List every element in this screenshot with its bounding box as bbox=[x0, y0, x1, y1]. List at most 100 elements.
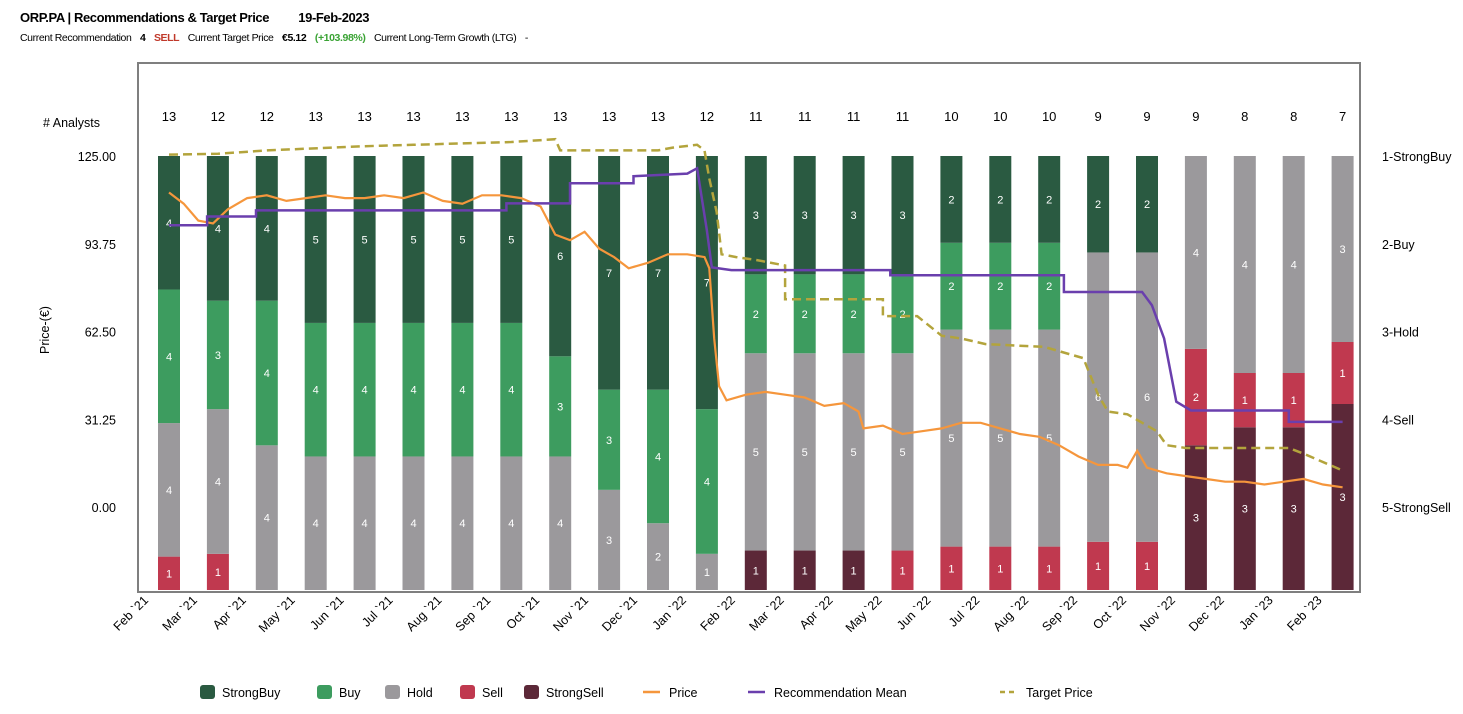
bar-segment-hold bbox=[1184, 156, 1207, 349]
bar-segment-strongsell bbox=[842, 550, 865, 590]
bar-value-label: 4 bbox=[362, 518, 368, 530]
analyst-count: 12 bbox=[700, 109, 714, 124]
legend-swatch bbox=[385, 685, 400, 699]
bar-segment-strongbuy bbox=[1087, 156, 1110, 253]
bar-value-label: 3 bbox=[1340, 492, 1346, 504]
bar-value-label: 2 bbox=[948, 194, 954, 206]
x-tick-label: Jun `22 bbox=[894, 593, 933, 632]
bar-segment-hold bbox=[1038, 329, 1061, 547]
chart-title: ORP.PA | Recommendations & Target Price … bbox=[20, 10, 369, 25]
x-tick-label: Oct `22 bbox=[1090, 593, 1129, 632]
rating-label: 5-StrongSell bbox=[1382, 501, 1451, 515]
x-tick-label: Mar `21 bbox=[160, 593, 200, 633]
bar-segment-sell bbox=[1038, 546, 1061, 590]
bar-segment-buy bbox=[842, 274, 865, 354]
x-tick-label: Oct `21 bbox=[503, 593, 542, 632]
bar-segment-buy bbox=[695, 409, 718, 554]
bar-segment-buy bbox=[1038, 242, 1061, 330]
bar-value-label: 1 bbox=[899, 565, 905, 577]
analyst-count: 13 bbox=[162, 109, 176, 124]
bar-segment-hold bbox=[744, 353, 767, 551]
bar-value-label: 2 bbox=[851, 309, 857, 321]
bar-value-label: 1 bbox=[704, 567, 710, 579]
bar-segment-strongbuy bbox=[793, 156, 816, 275]
bar-value-label: 1 bbox=[1046, 563, 1052, 575]
bar-segment-strongbuy bbox=[255, 156, 278, 301]
analyst-count: 13 bbox=[308, 109, 322, 124]
bar-value-label: 4 bbox=[264, 513, 270, 525]
analyst-count: 13 bbox=[357, 109, 371, 124]
bar-value-label: 1 bbox=[948, 563, 954, 575]
bar-value-label: 3 bbox=[1193, 513, 1199, 525]
x-tick-label: Jul `21 bbox=[359, 593, 395, 629]
bar-value-label: 3 bbox=[606, 535, 612, 547]
bar-segment-buy bbox=[793, 274, 816, 354]
bar-value-label: 2 bbox=[1095, 199, 1101, 211]
bar-value-label: 2 bbox=[1046, 281, 1052, 293]
bar-segment-hold bbox=[1233, 156, 1256, 373]
bar-value-label: 1 bbox=[1291, 395, 1297, 407]
summary-line: Current Recommendation 4 SELL Current Ta… bbox=[20, 32, 534, 44]
bar-value-label: 4 bbox=[1193, 247, 1199, 259]
bar-segment-strongbuy bbox=[451, 156, 474, 323]
bar-segment-strongbuy bbox=[891, 156, 914, 275]
analyst-count: 13 bbox=[651, 109, 665, 124]
target-price-line bbox=[168, 137, 1344, 472]
x-tick-label: Sep `21 bbox=[453, 593, 494, 634]
bar-segment-hold bbox=[402, 456, 425, 590]
legend: StrongBuy Buy Hold Sell StrongSell Price Recom… bbox=[200, 685, 1093, 700]
x-tick-label: Aug `21 bbox=[404, 593, 445, 634]
bar-value-label: 6 bbox=[1095, 392, 1101, 404]
bar-segment-buy bbox=[451, 322, 474, 457]
bar-value-label: 2 bbox=[1193, 392, 1199, 404]
bar-segment-strongbuy bbox=[1038, 156, 1061, 243]
bar-value-label: 4 bbox=[166, 485, 172, 497]
x-tick-label: Dec `22 bbox=[1186, 593, 1227, 634]
bar-value-label: 7 bbox=[704, 278, 710, 290]
x-tick-label: Aug `22 bbox=[990, 593, 1031, 634]
bar-segment-buy bbox=[255, 300, 278, 446]
analyst-count: 9 bbox=[1143, 109, 1150, 124]
ltg-value: - bbox=[524, 32, 529, 44]
x-tick-label: May `21 bbox=[256, 593, 298, 635]
bar-segment-strongbuy bbox=[647, 156, 669, 390]
bar-value-label: 1 bbox=[1242, 395, 1248, 407]
bar-value-label: 5 bbox=[410, 234, 416, 246]
bar-segment-strongsell bbox=[1184, 445, 1207, 590]
bar-value-label: 3 bbox=[215, 350, 221, 362]
bar-segment-buy bbox=[598, 389, 621, 490]
bar-segment-strongbuy bbox=[842, 156, 865, 275]
x-tick-label: Nov `22 bbox=[1137, 593, 1178, 634]
x-tick-label: Apr `21 bbox=[210, 593, 249, 632]
bar-segment-strongbuy bbox=[695, 156, 718, 410]
bar-value-label: 5 bbox=[459, 234, 465, 246]
bar-value-label: 4 bbox=[508, 385, 514, 397]
current-target-value: €5.12 bbox=[282, 32, 307, 44]
x-tick-label: Sep `22 bbox=[1039, 593, 1080, 634]
current-recommendation-label: Current Recommendation bbox=[20, 32, 132, 44]
bar-segment-hold bbox=[549, 456, 572, 590]
bar-value-label: 5 bbox=[313, 234, 319, 246]
bar-segment-sell bbox=[1331, 342, 1354, 404]
legend-swatch bbox=[200, 685, 215, 699]
analyst-count: 9 bbox=[1192, 109, 1199, 124]
line-group bbox=[168, 137, 1344, 489]
bar-segment-buy bbox=[549, 356, 572, 457]
analyst-count: 13 bbox=[553, 109, 567, 124]
bar-value-label: 4 bbox=[410, 385, 416, 397]
bar-value-label: 4 bbox=[264, 223, 270, 235]
bar-segment-hold bbox=[1087, 252, 1110, 542]
bar-value-label: 1 bbox=[997, 563, 1003, 575]
bar-value-label: 3 bbox=[802, 210, 808, 222]
bar-segment-hold bbox=[353, 456, 376, 590]
analysts-axis-label: # Analysts bbox=[43, 116, 100, 130]
rating-label: 4-Sell bbox=[1382, 413, 1414, 427]
analyst-count: 13 bbox=[455, 109, 469, 124]
bar-segment-hold bbox=[158, 423, 180, 557]
bar-value-label: 4 bbox=[215, 223, 221, 235]
price-line bbox=[168, 191, 1343, 489]
bar-segment-hold bbox=[304, 456, 327, 590]
bar-value-label: 7 bbox=[606, 268, 612, 280]
bar-segment-sell bbox=[158, 556, 180, 590]
bar-value-label: 1 bbox=[166, 568, 172, 580]
